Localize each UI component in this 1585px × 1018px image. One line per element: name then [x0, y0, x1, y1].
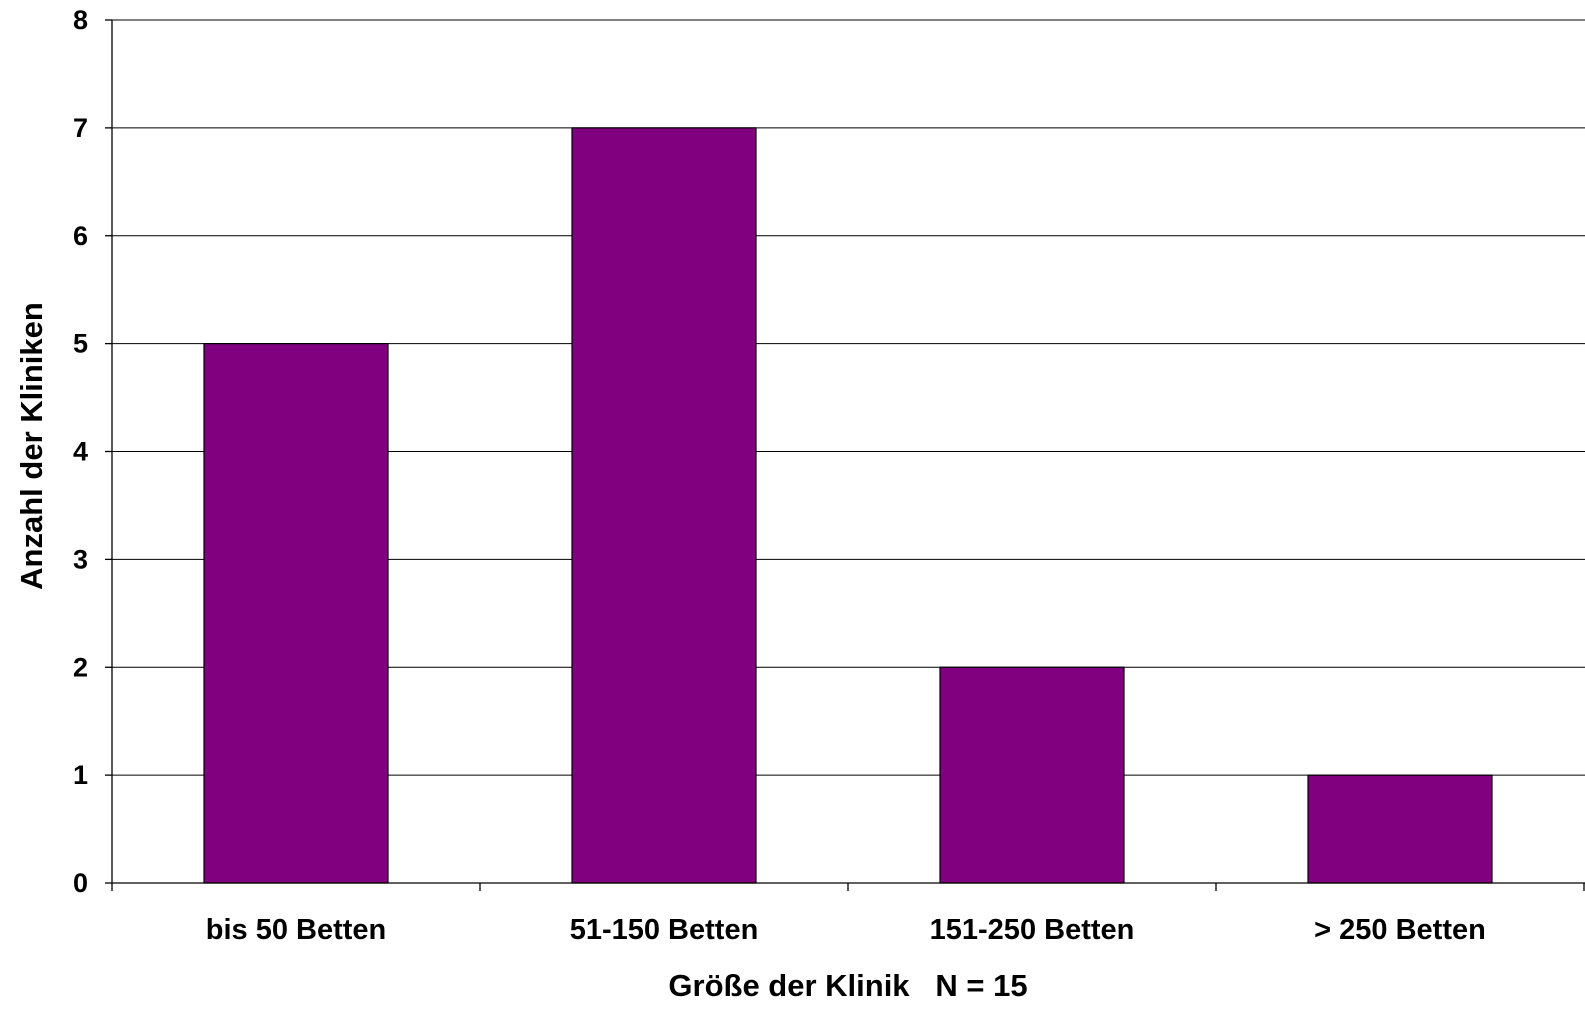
x-axis-title: Größe der Klinik N = 15	[668, 968, 1027, 1003]
y-tick-label: 2	[73, 652, 88, 682]
x-tick-label: 151-250 Betten	[930, 914, 1135, 946]
y-tick-label: 5	[73, 329, 88, 359]
bars	[203, 127, 1493, 884]
x-tick-label: > 250 Betten	[1314, 914, 1486, 946]
x-tick-label: bis 50 Betten	[206, 914, 387, 946]
y-tick-label: 8	[73, 5, 88, 35]
y-tick-label: 1	[73, 760, 88, 790]
y-tick-label: 0	[73, 868, 88, 898]
x-tick-labels: bis 50 Betten 51-150 Betten 151-250 Betten…	[111, 883, 1585, 946]
y-tick-label: 4	[73, 437, 88, 467]
x-tick-label: 51-150 Betten	[570, 914, 759, 946]
bar	[1307, 774, 1493, 884]
y-tick-label: 7	[73, 113, 88, 143]
y-axis-title: Anzahl der Kliniken	[14, 302, 49, 590]
bar	[939, 666, 1125, 884]
bar	[571, 127, 757, 884]
bar	[203, 343, 389, 884]
y-tick-label: 3	[73, 544, 88, 574]
y-tick-labels: 0 1 2 3 4 5 6 7 8	[73, 5, 112, 898]
y-tick-label: 6	[73, 221, 88, 251]
